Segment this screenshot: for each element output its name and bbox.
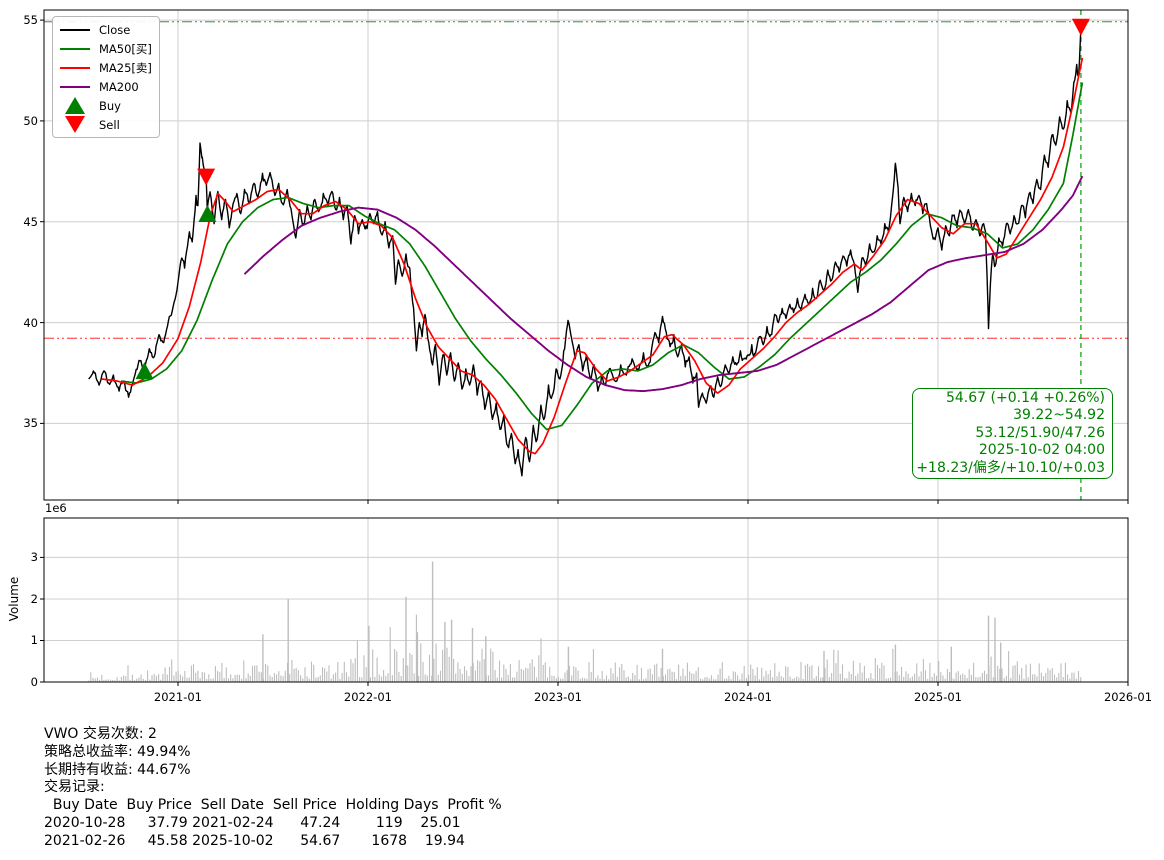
- date-tick-label: 2021-01: [153, 690, 202, 704]
- annotation-price-line: 54.67 (+0.14 +0.26%): [945, 390, 1105, 406]
- stat-hold-return: 长期持有收益: 44.67%: [44, 761, 191, 778]
- line-sample-icon: [60, 66, 90, 69]
- price-tick-label: 50: [23, 113, 38, 128]
- legend-item: Close: [57, 21, 155, 39]
- price-tick-label: 55: [23, 13, 38, 28]
- legend-item: MA50[买]: [57, 40, 155, 58]
- legend-line-swatch: [57, 66, 93, 69]
- triangle-down-icon: [65, 116, 85, 133]
- trade-table-row: 2021-02-26 45.58 2025-10-02 54.67 1678 1…: [44, 832, 465, 849]
- buy-marker: [198, 205, 217, 222]
- price-tick-label: 40: [23, 315, 38, 330]
- date-tick-label: 2022-01: [343, 690, 392, 704]
- legend-label: MA25[卖]: [99, 60, 152, 75]
- legend-label: Buy: [99, 98, 121, 113]
- series-ma25: [101, 57, 1084, 455]
- legend-item: Buy: [57, 97, 155, 115]
- price-plot-frame: [43, 9, 1129, 501]
- legend-item: MA200: [57, 78, 155, 96]
- buy-marker: [135, 362, 154, 380]
- legend-label: Close: [99, 22, 131, 37]
- line-sample-icon: [60, 47, 90, 50]
- annotation-range-line: 39.22~54.92: [1013, 407, 1105, 424]
- volume-plot-frame: [43, 517, 1129, 683]
- date-tick-label: 2026-01: [1103, 690, 1153, 704]
- stat-records-title: 交易记录:: [44, 779, 105, 796]
- legend-item: Sell: [57, 116, 155, 134]
- last-quote-annotation: 54.67 (+0.14 +0.26%) 39.22~54.92 53.12/5…: [912, 388, 1113, 479]
- price-tick-label: 45: [23, 214, 38, 229]
- date-tick-label: 2025-01: [913, 690, 963, 704]
- chart-legend: Close MA50[买] MA25[卖] MA200 Buy Sell: [52, 16, 160, 138]
- annotation-date-line: 2025-10-02 04:00: [978, 442, 1105, 459]
- legend-label: MA200: [99, 79, 139, 94]
- legend-line-swatch: [57, 85, 93, 88]
- trade-table-header: Buy Date Buy Price Sell Date Sell Price …: [44, 797, 502, 814]
- volume-tick-label: 1: [30, 633, 38, 648]
- sell-triangle-icon: [57, 115, 93, 134]
- trade-table-row: 2020-10-28 37.79 2021-02-24 47.24 119 25…: [44, 814, 461, 831]
- annotation-signal-line: +18.23/偏多/+10.10/+0.03: [916, 459, 1105, 476]
- volume-tick-label: 3: [30, 550, 38, 565]
- sell-marker: [197, 168, 216, 186]
- stat-trade-count: VWO 交易次数: 2: [44, 726, 157, 742]
- triangle-up-icon: [65, 97, 85, 114]
- line-sample-icon: [60, 85, 90, 88]
- volume-tick-label: 0: [30, 675, 38, 689]
- legend-label: MA50[买]: [99, 41, 152, 56]
- sell-marker: [1071, 18, 1090, 36]
- annotation-ma-line: 53.12/51.90/47.26: [975, 424, 1105, 441]
- legend-label: Sell: [99, 117, 120, 132]
- line-sample-icon: [60, 28, 90, 31]
- series-close: [88, 21, 1084, 477]
- volume-scale-label: 1e6: [45, 501, 67, 515]
- strategy-stats: VWO 交易次数: 2 策略总收益率: 49.94% 长期持有收益: 44.67…: [44, 726, 502, 851]
- legend-line-swatch: [57, 28, 93, 31]
- volume-tick-label: 2: [30, 591, 38, 606]
- date-tick-label: 2023-01: [533, 690, 582, 704]
- legend-item: MA25[卖]: [57, 59, 155, 77]
- legend-line-swatch: [57, 47, 93, 50]
- series-ma200: [243, 175, 1084, 393]
- price-tick-label: 35: [23, 416, 38, 431]
- date-tick-label: 2024-01: [723, 690, 772, 704]
- stat-strategy-return: 策略总收益率: 49.94%: [44, 743, 191, 760]
- buy-triangle-icon: [57, 96, 93, 115]
